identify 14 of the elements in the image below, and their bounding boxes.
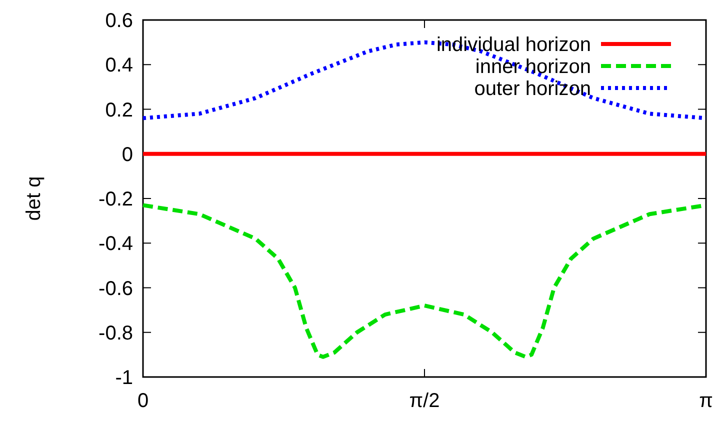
y-tick-label: -1 [115, 367, 133, 389]
y-tick-label: -0.6 [98, 278, 133, 300]
x-tick-label: π/2 [409, 390, 440, 412]
y-tick-label: 0.6 [105, 10, 133, 32]
y-axis-title: det q [23, 176, 45, 221]
y-tick-label: 0.2 [105, 99, 133, 122]
legend-label: inner horizon [475, 56, 591, 78]
y-tick-label: -0.8 [98, 322, 133, 344]
y-tick-label: 0 [122, 144, 133, 166]
y-tick-label: -0.4 [98, 233, 133, 256]
x-tick-label: 0 [137, 390, 149, 412]
y-tick-label: 0.4 [105, 54, 133, 77]
x-tick-label: π [699, 390, 713, 412]
y-tick-label: -0.2 [98, 188, 133, 210]
